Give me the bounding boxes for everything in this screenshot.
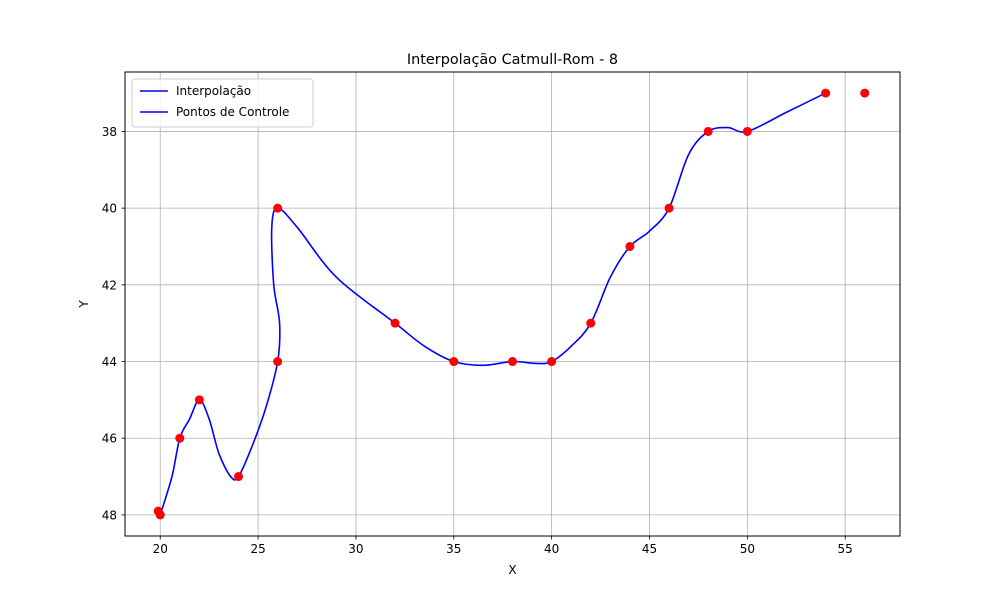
legend-label-pontos-de-controle: Pontos de Controle (176, 105, 289, 119)
y-tick-label: 40 (102, 202, 117, 216)
x-tick-label: 20 (153, 542, 168, 556)
x-tick-label: 55 (838, 542, 853, 556)
chart-title: Interpolação Catmull-Rom - 8 (407, 52, 618, 68)
y-tick-label: 42 (102, 278, 117, 292)
legend-label-interpolacao: Interpolação (176, 84, 251, 98)
control-point (194, 395, 204, 405)
x-tick-label: 30 (348, 542, 363, 556)
control-point (449, 357, 459, 367)
control-point (508, 357, 517, 367)
control-point (703, 126, 713, 136)
control-point (175, 433, 185, 443)
plot-area (153, 88, 870, 520)
control-point (273, 357, 283, 367)
y-tick-label: 44 (102, 355, 117, 369)
x-tick-label: 40 (544, 542, 559, 556)
axes-frame (124, 71, 901, 537)
control-point (390, 318, 400, 328)
x-axis-title: X (508, 563, 516, 577)
x-tick-label: 35 (446, 542, 461, 556)
control-point (625, 241, 635, 251)
grid (125, 72, 900, 536)
x-axis-ticks: 20 25 30 35 40 45 50 55 (153, 536, 853, 556)
control-point (586, 318, 596, 328)
legend-box (131, 78, 314, 128)
y-tick-label: 48 (102, 508, 117, 522)
y-axis-title: Y (77, 300, 91, 309)
y-axis-ticks: 38 40 42 44 46 48 (102, 125, 125, 522)
control-point (547, 357, 557, 367)
y-tick-label: 46 (102, 432, 117, 446)
control-point-markers (153, 88, 870, 520)
control-point (664, 203, 674, 213)
control-point (273, 203, 283, 213)
control-point (234, 472, 244, 482)
control-point (742, 126, 752, 136)
x-tick-label: 45 (642, 542, 657, 556)
control-point (155, 510, 165, 520)
control-point (860, 88, 870, 98)
legend: Interpolação Pontos de Controle (131, 78, 314, 128)
x-tick-label: 50 (740, 542, 755, 556)
control-point (821, 88, 831, 98)
x-tick-label: 25 (250, 542, 265, 556)
y-tick-label: 38 (102, 125, 117, 139)
